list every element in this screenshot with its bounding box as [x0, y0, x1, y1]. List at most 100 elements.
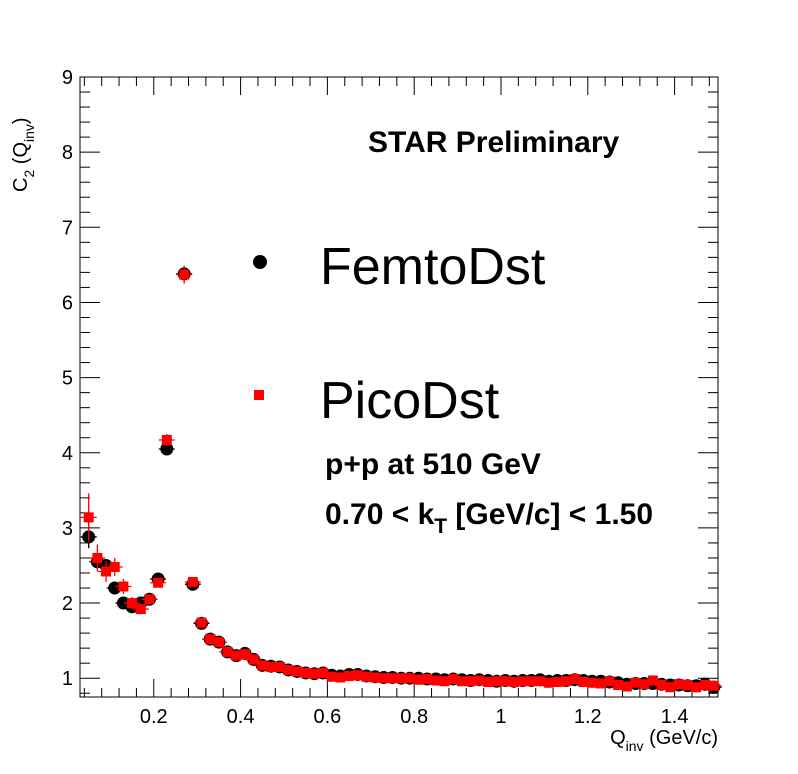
kt-range-label: 0.70 < kT [GeV/c] < 1.50	[325, 498, 653, 538]
y-tick-label: 8	[62, 142, 73, 164]
picodst-point	[239, 649, 250, 660]
picodst-point	[639, 679, 650, 690]
picodst-point	[283, 664, 294, 675]
y-tick-label: 2	[62, 593, 73, 615]
femtodst-point	[160, 442, 174, 456]
picodst-point	[526, 676, 537, 687]
picodst-point	[205, 634, 216, 645]
picodst-point	[509, 676, 520, 687]
picodst-point	[265, 661, 276, 672]
picodst-point	[665, 682, 676, 693]
picodst-point	[621, 681, 632, 692]
picodst-point	[300, 667, 311, 678]
x-tick-label: 0.4	[227, 706, 255, 728]
picodst-point	[474, 675, 485, 686]
picodst-point	[456, 676, 467, 687]
picodst-point	[413, 674, 424, 685]
picodst-point	[561, 676, 572, 687]
picodst-point	[535, 676, 546, 687]
picodst-point	[187, 577, 198, 588]
x-axis-tick-labels: 0.2 0.4 0.6 0.8 1 1.2 1.4	[140, 706, 689, 728]
legend-label-picodst: PicoDst	[320, 372, 500, 430]
picodst-point	[578, 676, 589, 687]
picodst-point	[430, 675, 441, 686]
picodst-point	[248, 654, 259, 665]
x-tick-label: 1	[495, 706, 506, 728]
picodst-point	[491, 676, 502, 687]
x-tick-label: 1.2	[574, 706, 602, 728]
legend-marker-femtodst	[253, 255, 267, 269]
x-tick-label: 0.8	[400, 706, 428, 728]
picodst-point	[370, 672, 381, 683]
x-tick-label: 0.2	[140, 706, 168, 728]
picodst-point	[161, 434, 172, 445]
legend-label-femtodst: FemtoDst	[320, 238, 546, 296]
y-tick-label: 3	[62, 518, 73, 540]
picodst-point	[144, 594, 155, 605]
picodst-point	[92, 552, 103, 563]
picodst-point	[613, 679, 624, 690]
femtodst-point	[108, 581, 122, 595]
picodst-point	[682, 679, 693, 690]
picodst-point	[543, 677, 554, 688]
picodst-point	[309, 668, 320, 679]
picodst-point	[465, 676, 476, 687]
picodst-point	[344, 670, 355, 681]
picodst-point	[135, 604, 146, 615]
legend: FemtoDst PicoDst	[253, 238, 546, 430]
y-tick-label: 9	[62, 67, 73, 89]
y-tick-label: 6	[62, 292, 73, 314]
picodst-point	[647, 675, 658, 686]
picodst-point	[439, 676, 450, 687]
picodst-point	[500, 676, 511, 687]
picodst-point	[422, 673, 433, 684]
y-tick-label: 1	[62, 668, 73, 690]
picodst-point	[83, 512, 94, 523]
picodst-point	[335, 672, 346, 683]
picodst-point	[179, 269, 190, 280]
picodst-point	[387, 673, 398, 684]
picodst-point	[127, 598, 138, 609]
y-tick-label: 7	[62, 217, 73, 239]
picodst-point	[292, 666, 303, 677]
y-axis-title: C2 (Qinv)	[10, 117, 37, 192]
system-label: p+p at 510 GeV	[325, 448, 541, 481]
picodst-point	[587, 677, 598, 688]
picodst-point	[673, 679, 684, 690]
experiment-label: STAR Preliminary	[368, 126, 620, 159]
picodst-point	[213, 637, 224, 648]
picodst-point	[604, 676, 615, 687]
picodst-point	[378, 673, 389, 684]
picodst-point	[552, 676, 563, 687]
picodst-point	[196, 617, 207, 628]
x-tick-label: 1.4	[661, 706, 689, 728]
series-picodst	[80, 265, 722, 693]
y-axis-tick-labels: 1 2 3 4 5 6 7 8 9	[62, 67, 73, 690]
picodst-point	[708, 680, 719, 691]
picodst-point	[231, 650, 242, 661]
picodst-point	[517, 676, 528, 687]
picodst-point	[318, 667, 329, 678]
picodst-point	[482, 676, 493, 687]
picodst-point	[352, 670, 363, 681]
picodst-point	[448, 673, 459, 684]
picodst-point	[656, 679, 667, 690]
picodst-point	[153, 577, 164, 588]
picodst-point	[361, 671, 372, 682]
picodst-point	[109, 561, 120, 572]
picodst-point	[691, 682, 702, 693]
y-axis-ticks	[80, 76, 718, 694]
picodst-point	[569, 673, 580, 684]
picodst-point	[222, 646, 233, 657]
y-tick-label: 4	[62, 443, 73, 465]
picodst-point	[101, 566, 112, 577]
x-tick-label: 0.6	[313, 706, 341, 728]
plot-frame	[79, 76, 719, 698]
picodst-point	[630, 677, 641, 688]
picodst-point	[257, 660, 268, 671]
x-axis-title: Qinv (GeV/c)	[610, 727, 718, 754]
picodst-point	[699, 679, 710, 690]
legend-marker-picodst	[254, 390, 264, 400]
picodst-point	[326, 671, 337, 682]
